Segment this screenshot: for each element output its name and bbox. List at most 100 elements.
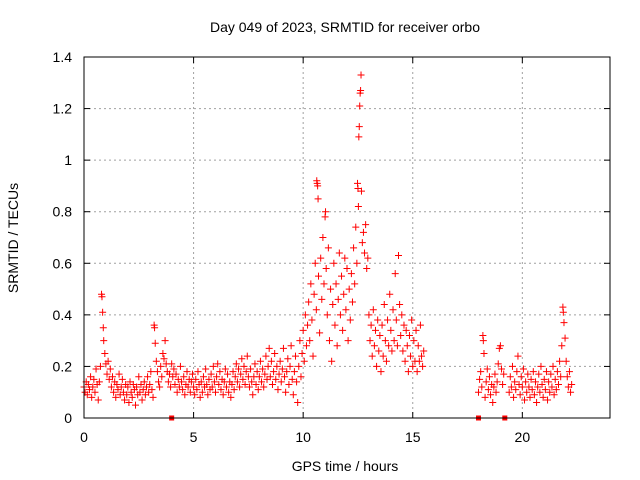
data-point-plus <box>550 391 558 399</box>
data-point-plus <box>168 360 176 368</box>
data-point-plus <box>188 370 196 378</box>
data-point-plus <box>533 399 541 407</box>
data-point-plus <box>171 380 179 388</box>
data-point-plus <box>256 357 264 365</box>
data-point-plus <box>403 342 411 350</box>
data-point-plus <box>539 393 547 401</box>
data-point-plus <box>307 280 315 288</box>
data-point-plus <box>419 362 427 370</box>
data-point-plus <box>285 380 293 388</box>
y-tick-label: 0.6 <box>53 255 73 271</box>
data-point-plus <box>89 383 97 391</box>
data-point-plus <box>500 370 508 378</box>
data-point-plus <box>409 362 417 370</box>
data-point-plus <box>268 380 276 388</box>
data-point-plus <box>196 393 204 401</box>
data-point-plus <box>379 352 387 360</box>
data-point-plus <box>147 368 155 376</box>
y-tick-label: 1.2 <box>53 101 73 117</box>
data-point-plus <box>338 272 346 280</box>
data-point-plus <box>297 373 305 381</box>
data-point-plus <box>537 362 545 370</box>
data-point-plus <box>186 388 194 396</box>
data-point-plus <box>342 306 350 314</box>
data-point-plus <box>284 355 292 363</box>
data-point-plus <box>355 133 363 141</box>
data-point-plus <box>348 298 356 306</box>
data-point-plus <box>315 272 323 280</box>
data-point-plus <box>91 388 99 396</box>
data-point-plus <box>331 321 339 329</box>
data-point-plus <box>508 362 516 370</box>
data-point-plus <box>215 380 223 388</box>
data-point-plus <box>496 342 504 350</box>
data-point-plus <box>567 388 575 396</box>
x-tick-label: 5 <box>190 429 198 445</box>
data-point-plus <box>332 280 340 288</box>
data-point-plus <box>124 383 132 391</box>
data-point-plus <box>125 399 133 407</box>
grid-layer <box>84 57 610 418</box>
data-point-plus <box>156 383 164 391</box>
data-point-plus <box>538 380 546 388</box>
data-point-plus <box>344 337 352 345</box>
data-point-plus <box>553 368 561 376</box>
data-point-plus <box>103 370 111 378</box>
data-point-plus <box>225 388 233 396</box>
data-point-plus <box>157 362 165 370</box>
data-point-plus <box>161 337 169 345</box>
data-point-plus <box>255 373 263 381</box>
data-point-plus <box>559 308 567 316</box>
data-point-plus <box>99 308 107 316</box>
data-point-plus <box>117 383 125 391</box>
data-point-plus <box>476 375 484 383</box>
data-point-plus <box>128 393 136 401</box>
data-point-plus <box>276 357 284 365</box>
data-point-plus <box>341 254 349 262</box>
data-point-plus <box>164 378 172 386</box>
data-point-plus <box>523 388 531 396</box>
data-point-plus <box>524 370 532 378</box>
data-point-plus <box>414 342 422 350</box>
data-point-plus <box>402 326 410 334</box>
data-point-plus <box>519 365 527 373</box>
data-point-plus <box>357 187 365 195</box>
data-point-plus <box>418 352 426 360</box>
data-point-plus <box>274 386 282 394</box>
x-tick-label: 20 <box>515 429 531 445</box>
data-point-plus <box>207 370 215 378</box>
data-point-plus <box>358 239 366 247</box>
data-point-plus <box>241 380 249 388</box>
data-point-plus <box>387 326 395 334</box>
data-point-plus <box>327 285 335 293</box>
data-point-plus <box>217 386 225 394</box>
data-point-plus <box>282 388 290 396</box>
data-point-plus <box>361 249 369 257</box>
data-point-plus <box>513 368 521 376</box>
data-point-plus <box>309 352 317 360</box>
data-point-plus <box>288 375 296 383</box>
data-point-plus <box>107 383 115 391</box>
data-point-plus <box>391 270 399 278</box>
data-point-plus <box>294 399 302 407</box>
data-point-plus <box>187 378 195 386</box>
data-point-plus <box>121 396 129 404</box>
data-point-plus <box>529 368 537 376</box>
data-point-plus <box>193 386 201 394</box>
data-point-plus <box>227 393 235 401</box>
data-point-plus <box>151 324 159 332</box>
data-point-plus <box>251 360 259 368</box>
data-point-plus <box>96 362 104 370</box>
data-point-plus <box>535 370 543 378</box>
data-point-plus <box>477 368 485 376</box>
data-point-plus <box>314 182 322 190</box>
data-point-plus <box>346 316 354 324</box>
data-point-plus <box>94 396 102 404</box>
data-point-plus <box>219 391 227 399</box>
data-point-plus <box>367 321 375 329</box>
data-point-plus <box>320 280 328 288</box>
data-point-plus <box>536 388 544 396</box>
data-point-plus <box>99 324 107 332</box>
data-point-plus <box>247 365 255 373</box>
x-tick-label: 15 <box>405 429 421 445</box>
